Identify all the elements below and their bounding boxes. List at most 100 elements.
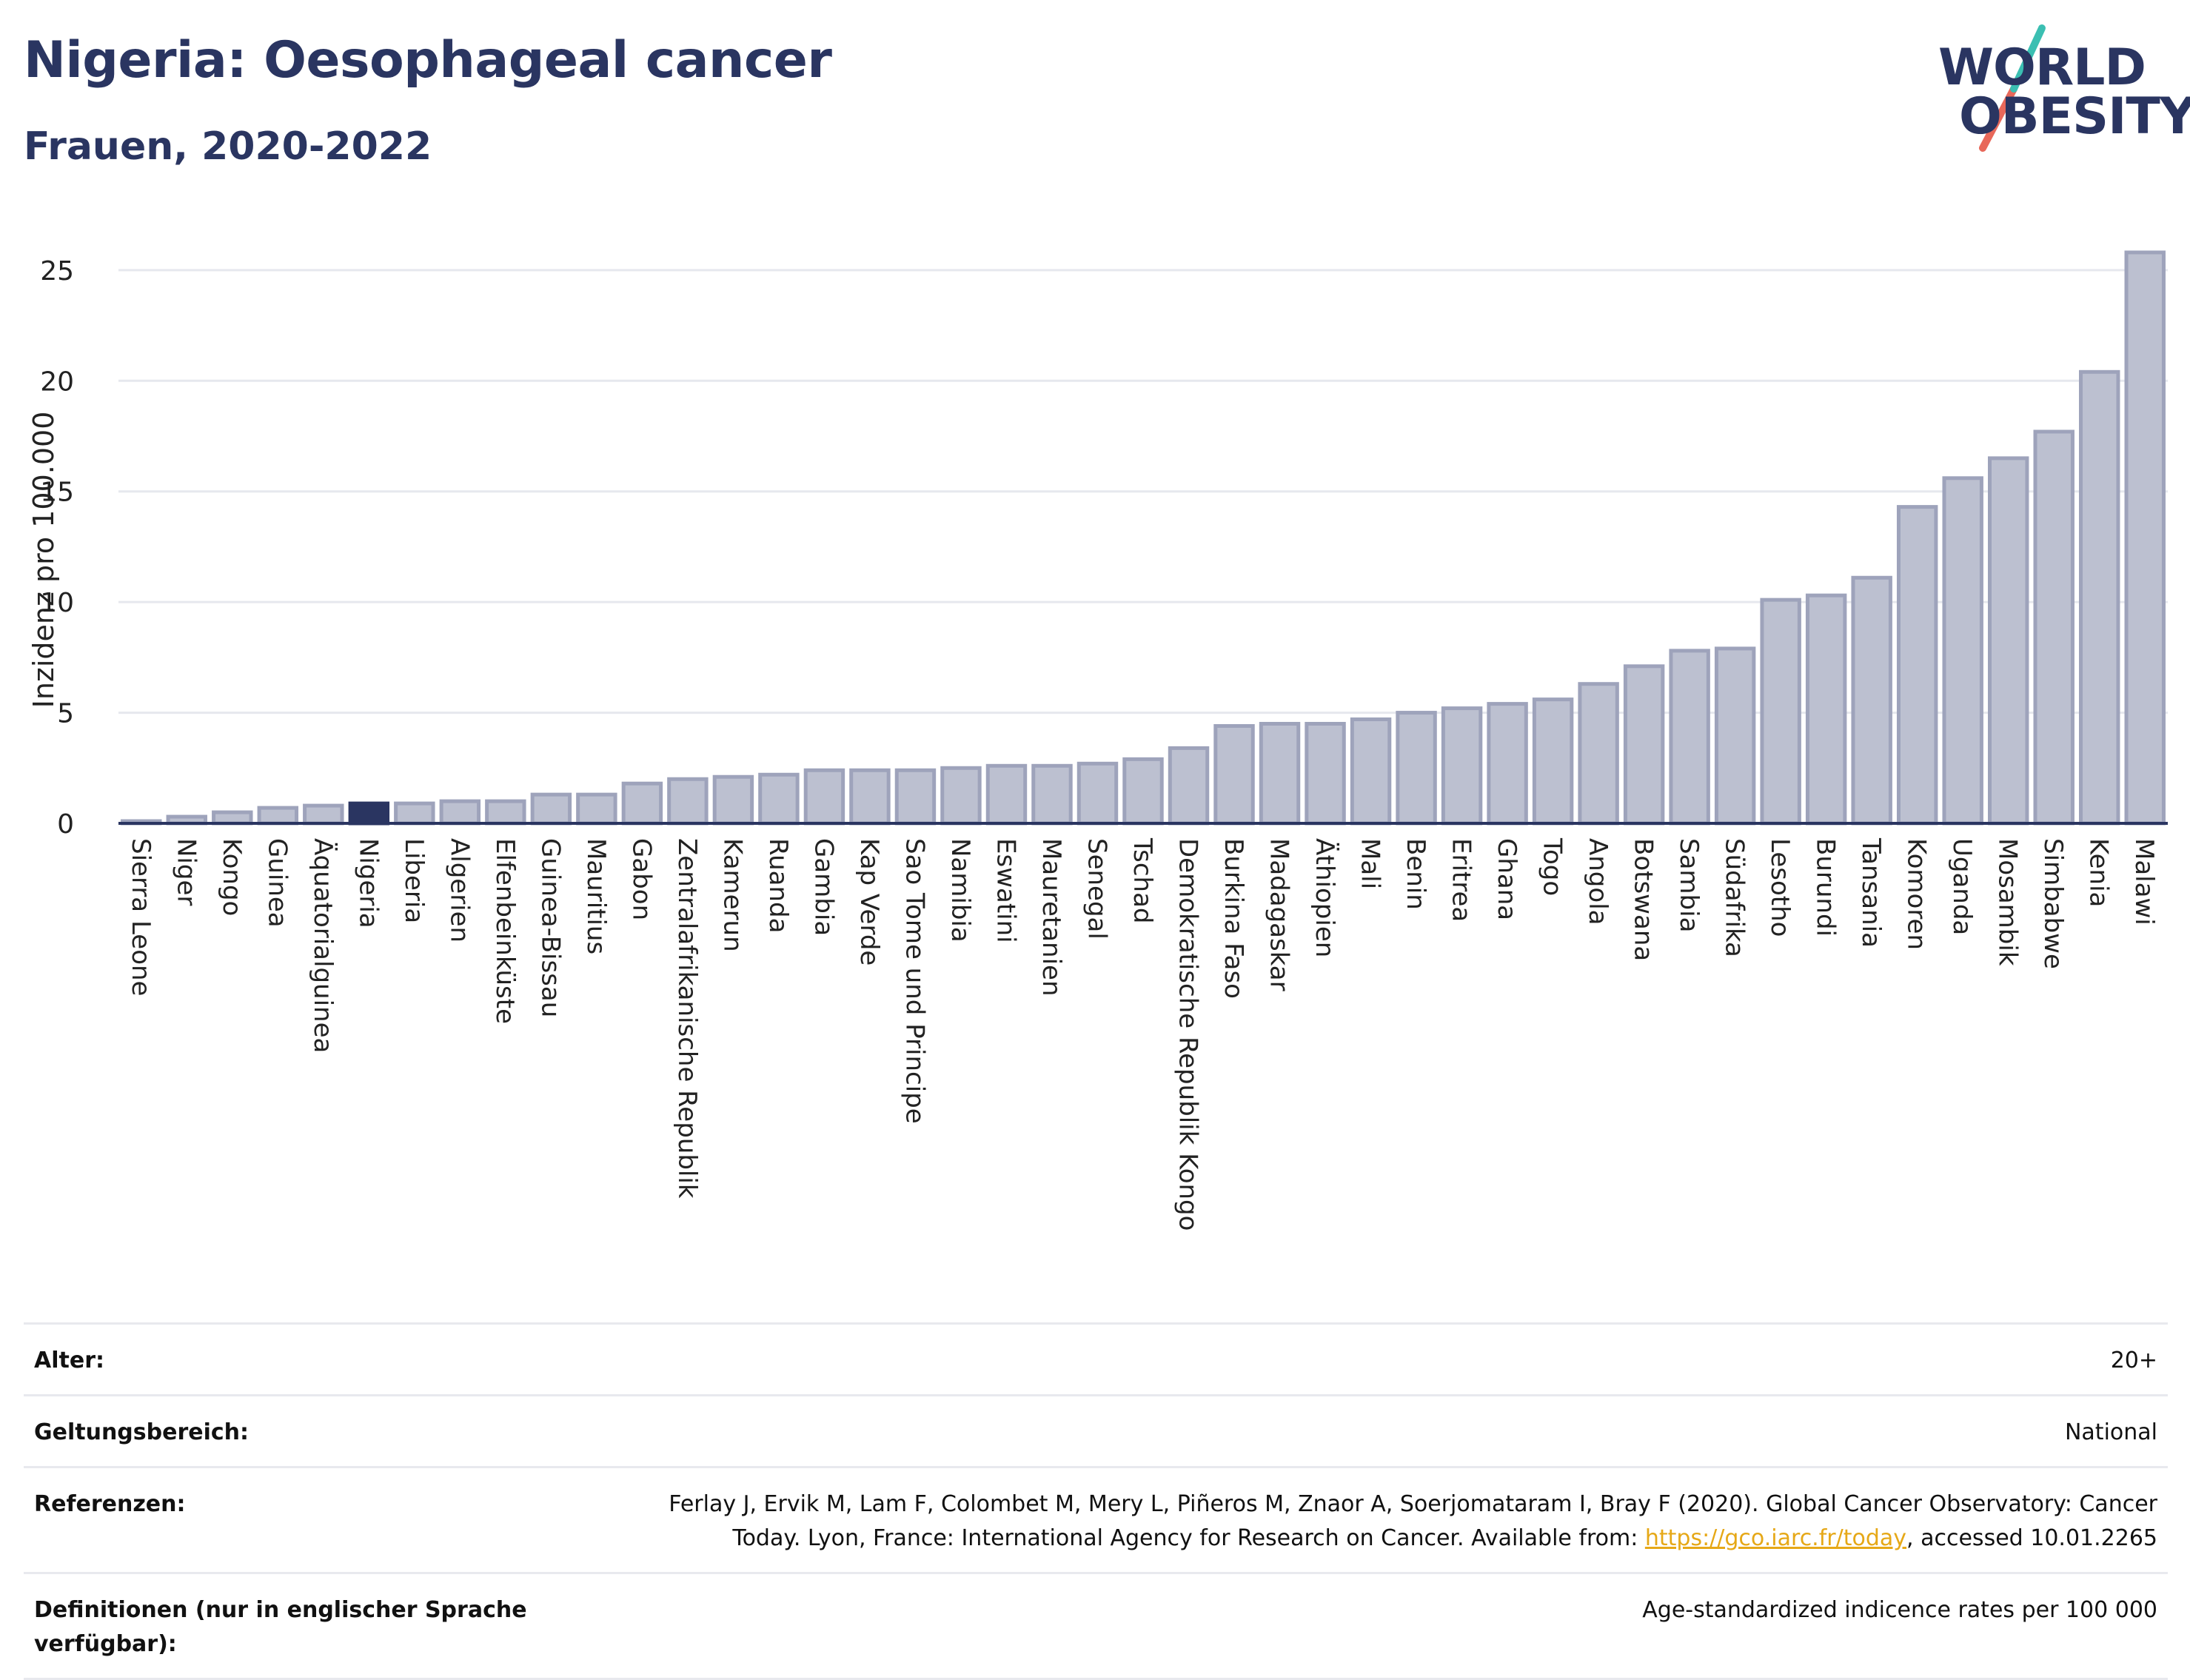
logo-slash-icon bbox=[1979, 24, 2046, 152]
x-tick-label: Guinea-Bissau bbox=[535, 838, 565, 1017]
y-tick-label: 10 bbox=[40, 588, 74, 618]
bar bbox=[1031, 763, 1073, 826]
x-tick-label: Algerien bbox=[444, 838, 474, 943]
y-tick-label: 5 bbox=[57, 699, 74, 729]
x-tick-label: Eritrea bbox=[1447, 838, 1476, 922]
x-tick-label: Malawi bbox=[2129, 838, 2159, 926]
x-tick-label: Togo bbox=[1538, 837, 1567, 896]
x-tick-label: Namibia bbox=[945, 838, 975, 943]
bar bbox=[303, 803, 344, 826]
x-tick-label: Mauretanien bbox=[1037, 838, 1066, 997]
page-title: Nigeria: Oesophageal cancer bbox=[24, 31, 832, 90]
x-tick-label: Sierra Leone bbox=[126, 838, 155, 996]
x-tick-label: Mosambik bbox=[1993, 838, 2023, 966]
reference-text-accessed: , accessed 10.01.2265 bbox=[1906, 1525, 2157, 1551]
x-tick-label: Elfenbeinküste bbox=[490, 838, 520, 1024]
x-tick-label: Tschad bbox=[1128, 837, 1157, 924]
y-tick-label: 20 bbox=[40, 367, 74, 397]
bar bbox=[1441, 706, 1483, 826]
meta-row-references: Referenzen: Ferlay J, Ervik M, Lam F, Co… bbox=[24, 1466, 2168, 1572]
meta-label-scope: Geltungsbereich: bbox=[34, 1419, 250, 1445]
x-tick-label: Niger bbox=[171, 838, 201, 906]
x-tick-label: Nigeria bbox=[353, 838, 383, 928]
bar bbox=[758, 772, 800, 826]
page-subtitle: Frauen, 2020-2022 bbox=[24, 124, 432, 169]
bar bbox=[1168, 746, 1210, 826]
x-tick-label: Botswana bbox=[1629, 838, 1658, 961]
bar bbox=[485, 799, 526, 826]
meta-value-references: Ferlay J, Ervik M, Lam F, Colombet M, Me… bbox=[669, 1487, 2157, 1556]
meta-value-definitions: Age-standardized indicence rates per 100… bbox=[1642, 1597, 2157, 1623]
bar bbox=[1213, 723, 1255, 826]
bar bbox=[894, 768, 937, 826]
bar bbox=[1942, 476, 1983, 826]
x-tick-label: Kenia bbox=[2084, 838, 2114, 907]
x-tick-label: Eswatini bbox=[991, 838, 1020, 943]
reference-text-line2: Today. Lyon, France: International Agenc… bbox=[732, 1525, 1645, 1551]
y-axis-title: Inzidenz pro 100.000 bbox=[27, 412, 60, 709]
bar bbox=[1259, 722, 1301, 826]
bar bbox=[621, 781, 663, 826]
x-tick-label: Madagaskar bbox=[1265, 838, 1294, 991]
reference-link[interactable]: https://gco.iarc.fr/today bbox=[1644, 1525, 1907, 1551]
x-tick-label: Liberia bbox=[399, 838, 429, 923]
x-tick-label: Kamerun bbox=[717, 838, 747, 952]
bar bbox=[1122, 757, 1164, 826]
world-obesity-logo: WORLD OBESITY bbox=[1925, 22, 2190, 155]
x-tick-label: Burkina Faso bbox=[1219, 838, 1248, 999]
bar bbox=[985, 763, 1028, 826]
meta-value-age: 20+ bbox=[2110, 1348, 2157, 1373]
meta-label-references: Referenzen: bbox=[34, 1491, 186, 1517]
bar bbox=[1396, 711, 1437, 826]
x-tick-label: Südafrika bbox=[1720, 838, 1749, 957]
bar bbox=[1487, 702, 1528, 826]
x-tick-label: Mali bbox=[1356, 838, 1385, 889]
meta-label-definitions: Definitionen (nur in englischer Sprache … bbox=[34, 1597, 527, 1657]
bar bbox=[1714, 646, 1756, 826]
x-tick-label: Benin bbox=[1401, 838, 1430, 910]
bar bbox=[1350, 717, 1392, 826]
bar bbox=[1532, 697, 1574, 826]
bar bbox=[394, 801, 435, 826]
x-tick-label: Uganda bbox=[1947, 838, 1977, 935]
bar bbox=[1669, 649, 1710, 826]
x-tick-label: Äquatorialguinea bbox=[308, 838, 338, 1053]
bar bbox=[1578, 682, 1619, 826]
x-tick-label: Guinea bbox=[262, 838, 292, 928]
x-tick-label: Demokratische Republik Kongo bbox=[1173, 838, 1203, 1231]
bar bbox=[849, 768, 891, 826]
meta-row-age: Alter: 20+ bbox=[24, 1322, 2168, 1394]
reference-text-line1: Ferlay J, Ervik M, Lam F, Colombet M, Me… bbox=[669, 1491, 2157, 1517]
x-tick-label: Komoren bbox=[1902, 838, 1932, 950]
x-tick-label: Tansania bbox=[1856, 837, 1886, 948]
x-tick-label: Mauritius bbox=[581, 838, 611, 954]
x-tick-label: Kongo bbox=[217, 838, 247, 916]
bar bbox=[1076, 761, 1119, 826]
metadata-table: Alter: 20+ Geltungsbereich: National Ref… bbox=[24, 1322, 2168, 1680]
bar bbox=[1987, 456, 2029, 826]
x-tick-label: Burundi bbox=[1811, 838, 1841, 937]
logo-word-world: WORLD bbox=[1938, 39, 2146, 97]
bar bbox=[940, 766, 982, 826]
x-tick-label: Äthiopien bbox=[1310, 838, 1339, 957]
bar bbox=[667, 777, 709, 826]
bar bbox=[712, 774, 754, 826]
bar bbox=[1305, 722, 1346, 826]
x-tick-label: Senegal bbox=[1082, 838, 1111, 940]
meta-row-definitions: Definitionen (nur in englischer Sprache … bbox=[24, 1572, 2168, 1680]
logo-word-obesity: OBESITY bbox=[1959, 87, 2190, 146]
bar bbox=[348, 801, 390, 826]
bar bbox=[257, 806, 299, 826]
bar bbox=[2079, 369, 2120, 826]
bar bbox=[1896, 505, 1938, 826]
x-tick-label: Simbabwe bbox=[2038, 838, 2068, 969]
x-tick-label: Sao Tome und Principe bbox=[900, 838, 929, 1124]
bar bbox=[576, 792, 617, 826]
bar bbox=[530, 792, 572, 826]
x-tick-label: Lesotho bbox=[1765, 838, 1795, 937]
bar bbox=[1623, 664, 1665, 826]
bar-chart: 0 5 10 15 20 25 Inzidenz pro 100.000 Sierra Leo… bbox=[0, 185, 2190, 1299]
y-tick-label: 25 bbox=[40, 256, 74, 287]
bar bbox=[1760, 598, 1801, 826]
y-tick-label: 15 bbox=[40, 478, 74, 508]
